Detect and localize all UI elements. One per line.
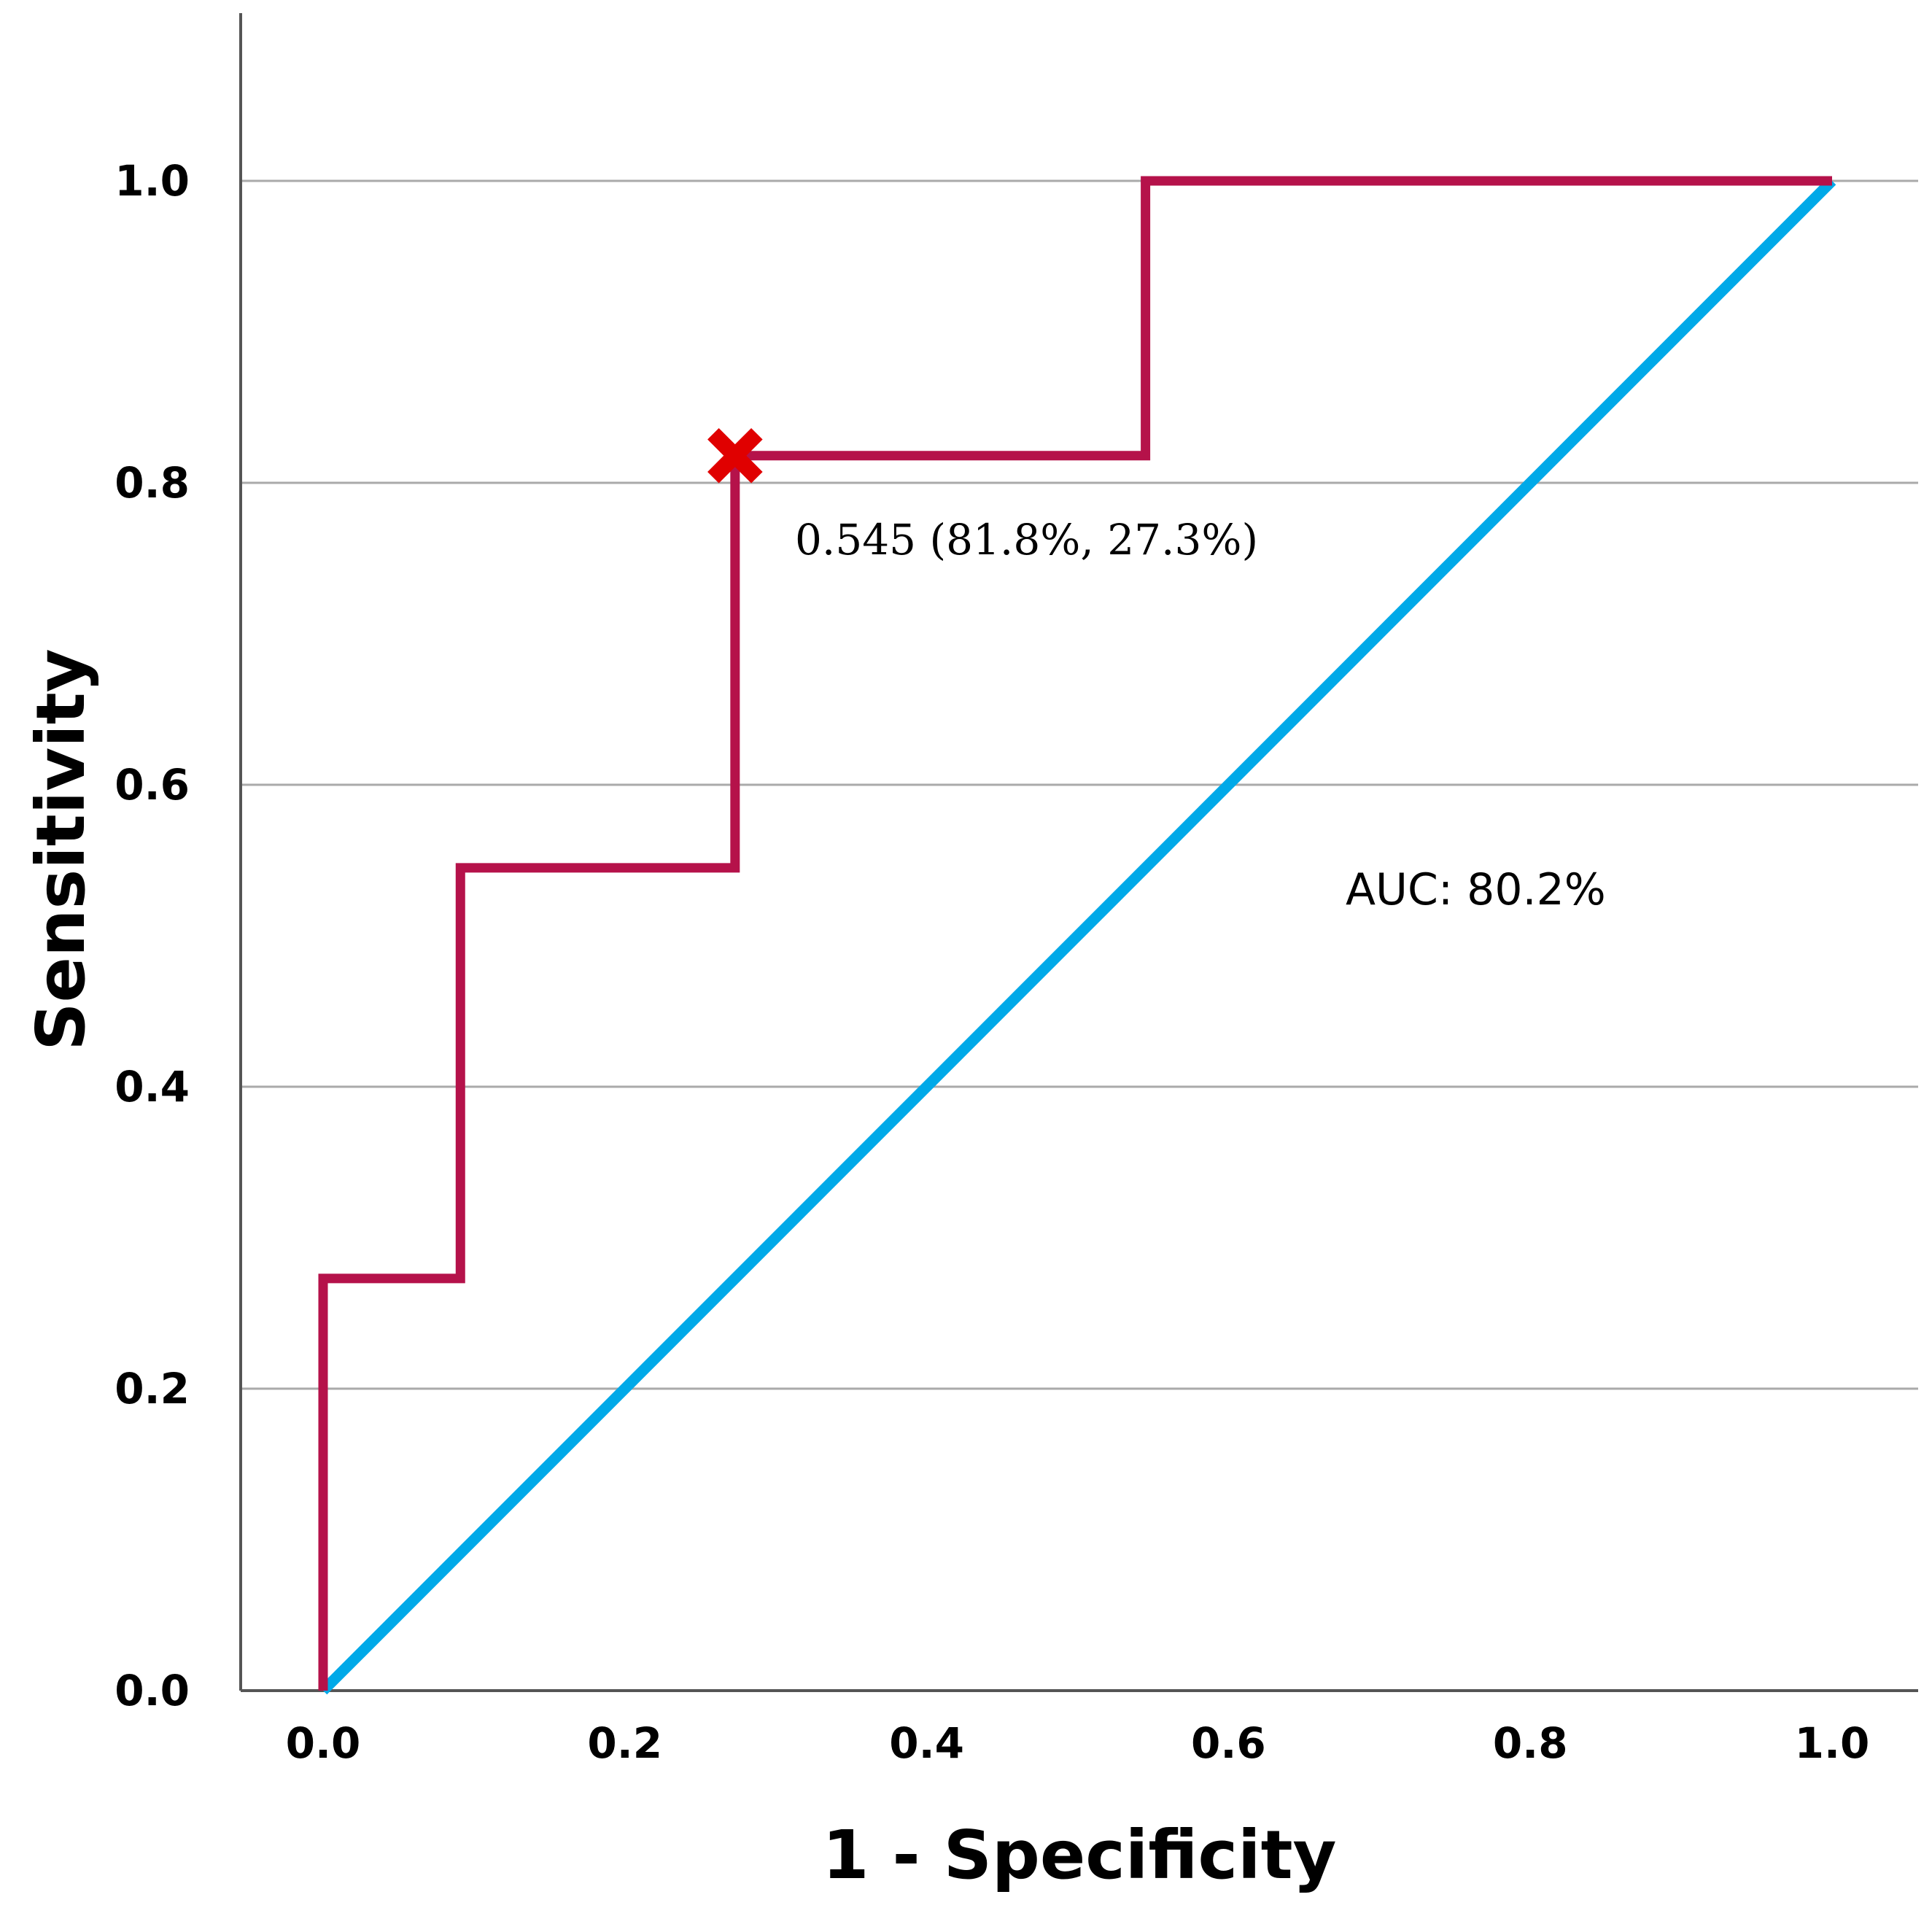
- auc-annotation: AUC: 80.2%: [1346, 864, 1606, 915]
- gridlines: [241, 179, 1918, 1390]
- y-tick-label: 1.0: [115, 156, 190, 206]
- x-tick-label: 1.0: [1795, 1718, 1870, 1768]
- x-tick-label: 0.8: [1493, 1718, 1568, 1768]
- x-axis-title: 1 - Specificity: [822, 1816, 1336, 1894]
- cutoff-annotation: 0.545 (81.8%, 27.3%): [795, 515, 1258, 565]
- x-tick-label: 0.2: [587, 1718, 662, 1768]
- cutoff-marker: [707, 427, 763, 484]
- axes: [239, 13, 1918, 1692]
- optimal-cutoff: [707, 427, 763, 484]
- y-tick-label: 0.4: [115, 1062, 190, 1112]
- roc-curve-line: [318, 176, 1832, 1691]
- y-axis-title: Sensitivity: [22, 648, 100, 1050]
- x-tick-label: 0.6: [1191, 1718, 1266, 1768]
- y-tick-label: 0.8: [115, 458, 190, 508]
- tick-labels: 0.0 0.2 0.4 0.6 0.8 1.0 0.0 0.2 0.4 0.6 0.8 1.0: [115, 156, 1869, 1768]
- y-tick-label: 0.0: [115, 1666, 190, 1715]
- x-tick-label: 0.0: [286, 1718, 361, 1768]
- x-tick-label: 0.4: [889, 1718, 964, 1768]
- reference-diagonal-line: [319, 177, 1836, 1695]
- y-tick-label: 0.2: [115, 1364, 190, 1413]
- series: [318, 176, 1836, 1695]
- y-tick-label: 0.6: [115, 760, 190, 810]
